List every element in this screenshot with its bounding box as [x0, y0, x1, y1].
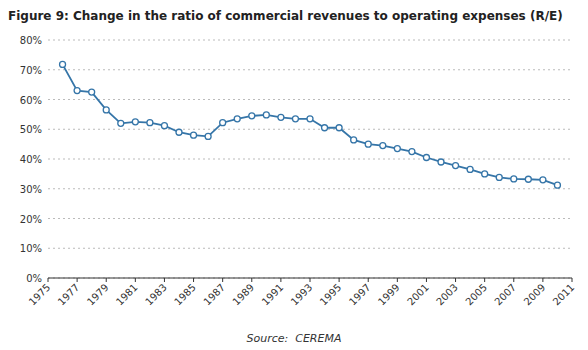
- point: [220, 120, 226, 126]
- grid: [48, 40, 572, 278]
- x-tick-label: 1985: [172, 282, 198, 308]
- point: [525, 176, 531, 182]
- y-tick-label: 60%: [20, 95, 42, 106]
- point: [191, 132, 197, 138]
- x-tick-label: 1975: [27, 282, 53, 308]
- grid-line: [48, 99, 572, 100]
- x-tick-label: 2009: [522, 282, 548, 308]
- x-tick: [426, 278, 427, 282]
- x-tick: [484, 278, 485, 282]
- x-tick: [164, 278, 165, 282]
- y-tick-label: 30%: [20, 184, 42, 195]
- x-tick: [455, 278, 456, 282]
- grid-line: [48, 248, 572, 249]
- x-tick: [48, 278, 49, 282]
- point: [423, 155, 429, 161]
- y-tick-label: 80%: [20, 35, 42, 46]
- x-tick-label: 1977: [56, 282, 82, 308]
- y-tick-label: 50%: [20, 124, 42, 135]
- chart: Figure 9: Change in the ratio of commerc…: [0, 0, 588, 350]
- point: [74, 88, 80, 94]
- point: [482, 171, 488, 177]
- grid-line: [48, 129, 572, 130]
- x-tick: [193, 278, 194, 282]
- point: [89, 89, 95, 95]
- x-tick: [572, 278, 573, 282]
- y-tick-label: 10%: [20, 243, 42, 254]
- x-tick: [251, 278, 252, 282]
- point: [118, 120, 124, 126]
- point: [540, 177, 546, 183]
- grid-line: [48, 218, 572, 219]
- x-tick: [280, 278, 281, 282]
- plot-area: [60, 61, 561, 188]
- point: [409, 149, 415, 155]
- x-tick-label: 2001: [405, 282, 431, 308]
- point: [249, 113, 255, 119]
- y-tick-label: 70%: [20, 65, 42, 76]
- point: [554, 182, 560, 188]
- x-tick-label: 1993: [289, 282, 315, 308]
- x-tick-label: 1991: [260, 282, 286, 308]
- x-tick-label: 2007: [492, 282, 518, 308]
- x-tick: [222, 278, 223, 282]
- x-tick-label: 1997: [347, 282, 373, 308]
- point: [380, 143, 386, 149]
- point: [103, 107, 109, 113]
- point: [453, 163, 459, 169]
- x-tick: [368, 278, 369, 282]
- point: [176, 129, 182, 135]
- x-tick: [513, 278, 514, 282]
- point: [351, 137, 357, 143]
- x-tick: [310, 278, 311, 282]
- x-tick-label: 2003: [434, 282, 460, 308]
- annotation: Source: CEREMA: [247, 332, 342, 345]
- point: [278, 114, 284, 120]
- point: [263, 112, 269, 118]
- y-tick-label: 40%: [20, 154, 42, 165]
- x-tick-label: 1979: [85, 282, 111, 308]
- point: [147, 120, 153, 126]
- point: [496, 174, 502, 180]
- grid-line: [48, 159, 572, 160]
- x-tick-label: 1995: [318, 282, 344, 308]
- x-tick-label: 2011: [551, 282, 577, 308]
- x-tick: [339, 278, 340, 282]
- x-tick-label: 1989: [230, 282, 256, 308]
- point: [511, 176, 517, 182]
- point: [438, 159, 444, 165]
- point: [322, 125, 328, 131]
- x-tick: [397, 278, 398, 282]
- y-tick-label: 20%: [20, 214, 42, 225]
- title: Figure 9: Change in the ratio of commerc…: [8, 9, 563, 23]
- x-tick-label: 1999: [376, 282, 402, 308]
- point: [161, 123, 167, 129]
- grid-line: [48, 40, 572, 41]
- point: [467, 166, 473, 172]
- x-tick: [106, 278, 107, 282]
- x-tick: [542, 278, 543, 282]
- point: [205, 133, 211, 139]
- x-tick-label: 1981: [114, 282, 140, 308]
- point: [336, 125, 342, 131]
- x-tick: [77, 278, 78, 282]
- x-tick-label: 1983: [143, 282, 169, 308]
- point: [60, 61, 66, 67]
- grid-line: [48, 188, 572, 189]
- x-tick-label: 2005: [463, 282, 489, 308]
- y-tick-label: 0%: [26, 273, 42, 284]
- point: [132, 119, 138, 125]
- point: [234, 116, 240, 122]
- point: [394, 146, 400, 152]
- x-tick-label: 1987: [201, 282, 227, 308]
- point: [365, 141, 371, 147]
- grid-line: [48, 69, 572, 70]
- line: [63, 64, 558, 185]
- point: [292, 116, 298, 122]
- x-tick: [135, 278, 136, 282]
- point: [307, 116, 313, 122]
